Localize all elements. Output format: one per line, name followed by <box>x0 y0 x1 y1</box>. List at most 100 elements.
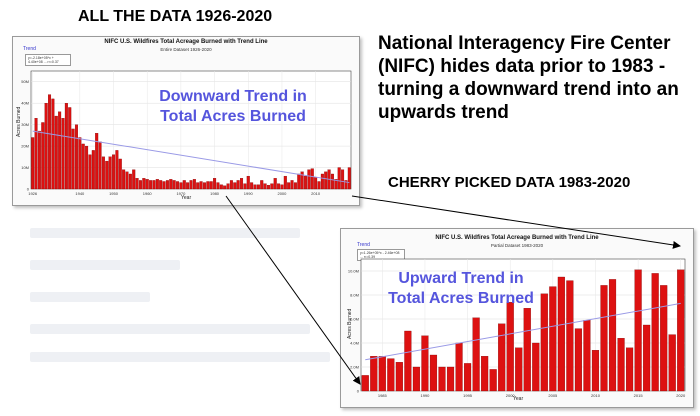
chart1-y-tick-label: 20M <box>21 144 29 149</box>
chart2-bar <box>446 366 455 392</box>
chart2-title: NIFC U.S. Wildfires Total Acreage Burned… <box>435 235 599 241</box>
chart1-bar <box>68 107 72 190</box>
chart1-title: NIFC U.S. Wildfires Total Acreage Burned… <box>104 39 268 45</box>
chart2-bar <box>557 276 565 392</box>
chart1-bar <box>324 171 328 190</box>
faint-background-line <box>30 228 300 238</box>
chart1-plot: 0 10M 20M 30M 40M 50M 1926 1940 1950 1960 1970 1980… <box>21 70 352 196</box>
chart1-bar <box>240 178 244 190</box>
chart1-bar <box>115 150 119 190</box>
chart2-x-tick-label: 1985 <box>378 393 388 398</box>
chart1-bar <box>54 115 58 190</box>
chart1-bar <box>95 133 99 190</box>
chart1-bar <box>304 175 308 190</box>
chart1-bar <box>219 184 223 190</box>
chart1-bar <box>85 145 89 190</box>
chart1-x-tick-label: 1926 <box>28 191 38 196</box>
chart1-x-tick-label: 1970 <box>176 191 186 196</box>
chart1-bar <box>246 175 250 190</box>
chart1-bar <box>290 180 294 190</box>
chart1-bar <box>41 122 45 190</box>
chart2-bar <box>523 308 531 392</box>
chart2-bar <box>404 330 412 392</box>
chart1-bar <box>159 180 163 190</box>
chart1-bar <box>344 180 348 190</box>
chart2-subtitle: Partial Dataset 1983-2020 <box>490 243 544 248</box>
chart1-bar <box>270 183 274 190</box>
chart2-annotation: Upward Trend in Total Acres Burned <box>388 270 534 307</box>
chart2-y-tick-label: 2.0M <box>350 365 359 370</box>
chart2-bar <box>438 366 446 392</box>
chart1-bar <box>330 173 334 190</box>
chart1-y-tick-label: 40M <box>21 101 29 106</box>
chart2-bar <box>651 273 659 392</box>
arrow-to-recent-end <box>351 195 681 249</box>
chart1-bar <box>243 183 247 190</box>
chart1-y-tick-label: 10M <box>21 165 29 170</box>
chart2-bar <box>532 342 540 392</box>
arrow-to-recent-start <box>225 195 361 385</box>
chart1-bar <box>34 118 38 190</box>
chart1-x-tick-label: 1980 <box>210 191 220 196</box>
chart2-bar <box>660 285 668 392</box>
chart1-bar <box>347 167 351 190</box>
chart1-bar <box>125 171 129 190</box>
chart2-bar <box>566 280 574 392</box>
chart1-bar <box>213 178 217 190</box>
chart1-subtitle: Entire Dataset 1926-2020 <box>160 47 212 52</box>
chart2-bar <box>591 350 600 392</box>
chart1-annotation: Downward Trend in Total Acres Burned <box>159 88 307 125</box>
chart1-bar <box>226 183 230 190</box>
chart2-bar <box>626 347 634 392</box>
chart1-bar <box>337 167 341 190</box>
chart1-bar <box>81 143 85 190</box>
chart1-bar <box>142 178 146 190</box>
chart1-bar <box>44 103 48 190</box>
chart1-bar <box>256 184 260 190</box>
chart2-trend-line <box>365 302 681 361</box>
chart1-bar <box>196 182 200 190</box>
chart2-x-tick-label: 1990 <box>420 393 430 398</box>
chart1-x-tick-label: 2010 <box>311 191 321 196</box>
chart1-bar <box>64 103 68 190</box>
chart2-bar <box>481 356 489 392</box>
chart2-bar <box>378 356 386 392</box>
chart1-bar <box>128 173 132 190</box>
chart1-x-tick-label: 1950 <box>109 191 119 196</box>
chart1-bar <box>31 137 35 190</box>
chart1-bar <box>341 169 345 190</box>
chart2-x-tick-label: 1995 <box>463 393 473 398</box>
chart2-y-tick-label: 0 <box>357 389 360 394</box>
chart2-bar <box>361 375 369 392</box>
chart1-bar <box>253 184 257 190</box>
chart1-bar <box>199 181 203 190</box>
chart1-bar <box>287 182 291 190</box>
chart2-bar <box>464 363 472 392</box>
chart1-bar <box>293 182 297 190</box>
chart1-bar <box>138 180 142 190</box>
chart1-legend: y=-2.18e+05*x + 4.40e+08 ... r²=0.37 <box>25 54 71 66</box>
full-dataset-chart-panel: NIFC U.S. Wildfires Total Acreage Burned… <box>12 36 360 206</box>
chart1-bar <box>307 169 311 190</box>
chart1-x-tick-label: 1990 <box>244 191 254 196</box>
chart1-bar <box>122 169 126 190</box>
chart2-bar <box>412 366 420 392</box>
faint-background-line <box>30 324 310 334</box>
chart2-y-tick-label: 8.0M <box>350 293 359 298</box>
chart1-bar <box>320 173 324 190</box>
chart1-bar <box>88 154 92 190</box>
chart1-bar <box>37 130 41 190</box>
chart1-bar <box>74 124 78 190</box>
chart1-bar <box>206 181 210 190</box>
chart1-x-axis-label: Year <box>181 195 192 201</box>
chart1-trend-line <box>32 130 350 184</box>
partial-dataset-chart-panel: NIFC U.S. Wildfires Total Acreage Burned… <box>340 228 694 408</box>
chart2-bar <box>634 269 642 392</box>
chart1-bar <box>108 156 112 190</box>
chart2-bar <box>574 328 582 392</box>
chart2-y-tick-label: 4.0M <box>350 341 359 346</box>
chart2-x-axis-label: Year <box>513 396 524 402</box>
chart1-bar <box>233 182 237 190</box>
chart1-bar <box>283 175 287 190</box>
